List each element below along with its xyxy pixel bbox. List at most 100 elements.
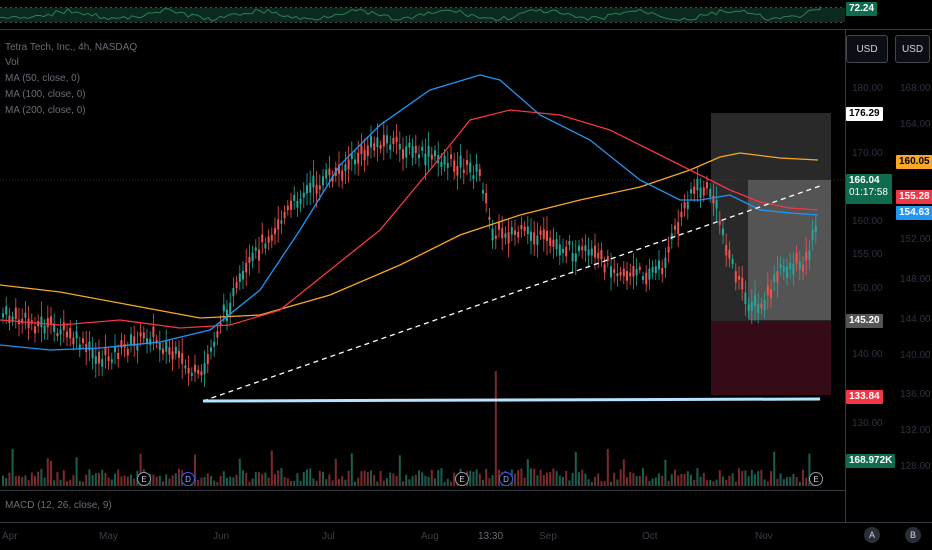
- auto-scale-button[interactable]: A: [864, 527, 880, 543]
- volume-bar: [206, 473, 209, 486]
- candle-body: [702, 187, 705, 196]
- volume-bar: [72, 475, 75, 486]
- volume-bar: [597, 473, 600, 486]
- volume-bar: [194, 454, 196, 486]
- candle-body: [539, 230, 542, 235]
- candle-body: [808, 250, 811, 260]
- volume-bar: [11, 448, 14, 486]
- candle-body: [763, 300, 766, 311]
- candle-body: [136, 343, 139, 351]
- price-chart[interactable]: [0, 30, 845, 490]
- candle-body: [126, 348, 129, 356]
- candle-body: [718, 220, 721, 225]
- candle-body: [590, 248, 593, 256]
- candle-body: [526, 226, 529, 235]
- candle-body: [517, 231, 520, 238]
- volume-bar: [165, 474, 168, 486]
- candle-body: [747, 304, 750, 312]
- axis-tick-right: 136.00: [900, 389, 931, 400]
- candle-body: [270, 234, 273, 241]
- log-scale-button[interactable]: B: [905, 527, 921, 543]
- candle-body: [594, 245, 596, 258]
- measure-box: [748, 180, 831, 320]
- volume-bar: [485, 468, 488, 486]
- candle-body: [536, 235, 539, 245]
- volume-bar: [210, 476, 212, 486]
- volume-bar: [574, 451, 577, 486]
- support-line[interactable]: [202, 397, 821, 403]
- volume-bar: [488, 478, 491, 486]
- volume-bar: [104, 472, 107, 486]
- volume-bar: [328, 474, 331, 486]
- ma50-legend: MA (50, close, 0): [5, 73, 81, 84]
- volume-bar: [213, 480, 216, 486]
- candle-body: [267, 236, 270, 243]
- earnings-marker[interactable]: E: [137, 472, 151, 486]
- volume-bar: [379, 470, 382, 486]
- candle-body: [363, 149, 366, 161]
- candle-body: [786, 266, 788, 278]
- candle-body: [654, 266, 657, 274]
- candle-body: [373, 143, 376, 151]
- dividend-marker[interactable]: D: [499, 472, 513, 486]
- volume-bar: [318, 470, 321, 486]
- volume-bar: [622, 459, 625, 486]
- candle-body: [354, 159, 356, 165]
- volume-bar: [270, 450, 273, 486]
- volume-bar: [408, 479, 411, 486]
- volume-bar: [542, 475, 545, 486]
- volume-bar: [315, 480, 318, 486]
- candle-body: [744, 292, 747, 305]
- candle-body: [533, 232, 536, 245]
- volume-bar: [696, 468, 699, 486]
- candle-body: [715, 200, 718, 209]
- earnings-marker[interactable]: E: [809, 472, 823, 486]
- candle-body: [754, 295, 756, 307]
- earnings-marker[interactable]: E: [455, 472, 469, 486]
- volume-bar: [168, 478, 171, 486]
- candle-body: [674, 225, 676, 230]
- volume-bar: [536, 475, 539, 486]
- stop-price-tag: 133.84: [846, 390, 883, 404]
- volume-bar: [690, 474, 692, 486]
- candle-body: [811, 229, 814, 241]
- volume-bar: [619, 469, 622, 486]
- volume-bar: [530, 468, 532, 486]
- volume-bar: [411, 476, 414, 486]
- bar-countdown: 01:17:58: [849, 187, 888, 198]
- volume-bar: [46, 458, 49, 486]
- volume-bar: [472, 471, 475, 486]
- currency-button-right[interactable]: USD: [895, 35, 930, 63]
- candle-body: [110, 359, 113, 363]
- candle-body: [366, 145, 369, 157]
- volume-bar: [376, 481, 379, 486]
- currency-button-left[interactable]: USD: [846, 35, 888, 63]
- candle-body: [565, 246, 568, 257]
- candle-body: [405, 146, 408, 158]
- candle-body: [139, 332, 142, 337]
- candle-body: [558, 244, 561, 256]
- volume-bar: [437, 470, 440, 486]
- candle-body: [146, 338, 148, 344]
- candle-body: [507, 232, 510, 244]
- volume-bar: [754, 474, 756, 486]
- volume-bar: [750, 469, 753, 486]
- candle-body: [306, 185, 308, 194]
- candle-body: [328, 168, 331, 176]
- time-tick: Jul: [322, 531, 335, 542]
- volume-bar: [299, 481, 302, 486]
- volume-bar: [440, 468, 443, 486]
- volume-bar: [91, 475, 94, 486]
- candle-body: [472, 175, 475, 179]
- candle-body: [779, 264, 782, 268]
- volume-bar: [402, 481, 404, 486]
- candle-body: [178, 350, 180, 358]
- candle-body: [168, 347, 171, 355]
- candle-body: [370, 136, 372, 148]
- dividend-marker[interactable]: D: [181, 472, 195, 486]
- candle-body: [635, 268, 638, 276]
- volume-bar: [446, 478, 449, 486]
- trendline[interactable]: [202, 185, 821, 402]
- volume-bar: [613, 472, 616, 486]
- axis-tick: 140.00: [852, 349, 883, 360]
